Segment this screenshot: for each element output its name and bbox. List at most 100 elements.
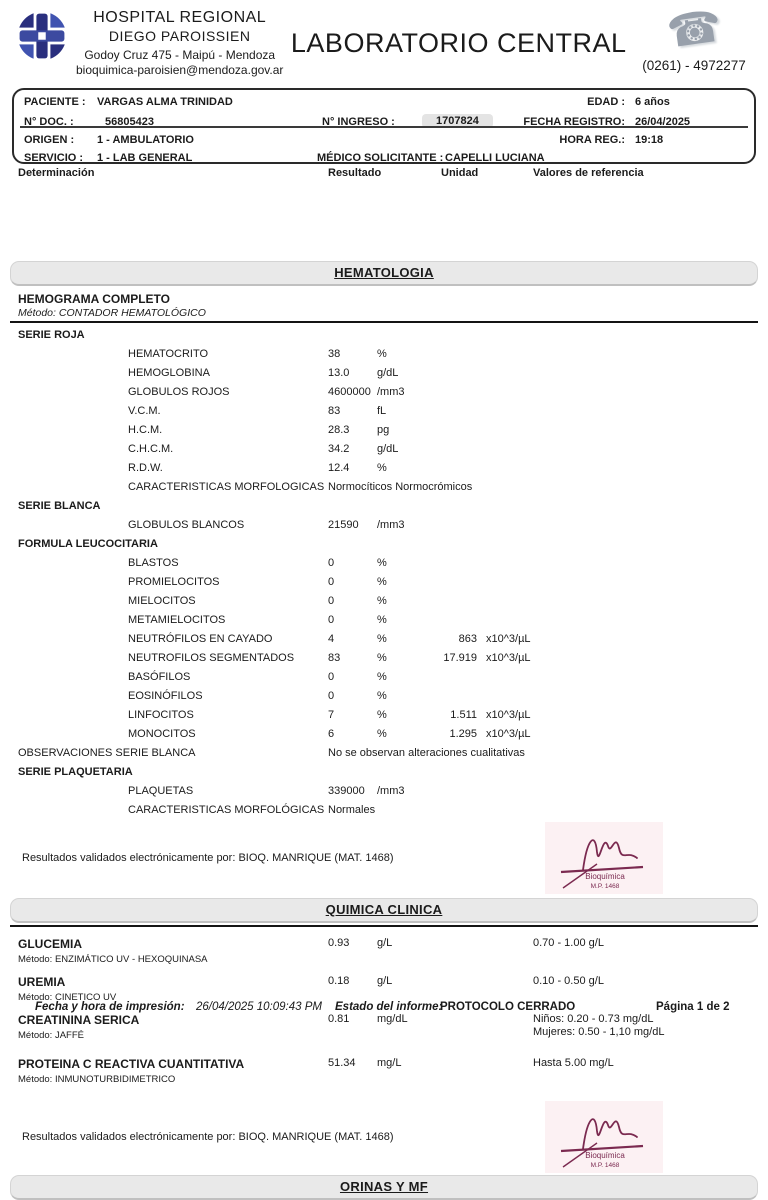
absolute-count: 1.295 x10^3/µL xyxy=(449,727,531,740)
result-unit: mg/L xyxy=(377,1056,402,1069)
physician-label: MÉDICO SOLICITANTE : xyxy=(317,152,444,164)
analyte-name: METAMIELOCITOS xyxy=(128,613,226,626)
patient-info-box: PACIENTE : VARGAS ALMA TRINIDAD EDAD : 6… xyxy=(12,88,756,164)
table-row: BLASTOS 0 % xyxy=(0,554,768,573)
result-value: 13.0 xyxy=(328,366,350,379)
result-value: 0.18 xyxy=(328,974,350,987)
patient-name: VARGAS ALMA TRINIDAD xyxy=(97,96,233,108)
table-row: H.C.M. 28.3 pg xyxy=(0,421,768,440)
result-value: 83 xyxy=(328,651,341,664)
table-row: HEMATOCRITO 38 % xyxy=(0,345,768,364)
result-value: 0 xyxy=(328,689,335,702)
analyte-name: PROMIELOCITOS xyxy=(128,575,220,588)
reference-range: Hasta 5.00 mg/L xyxy=(533,1056,614,1069)
group-row: SERIE ROJA xyxy=(0,326,768,345)
result-value: 34.2 xyxy=(328,442,350,455)
absolute-count: 17.919 x10^3/µL xyxy=(443,651,531,664)
analyte-name: OBSERVACIONES SERIE BLANCA xyxy=(18,746,196,759)
col-unidad: Unidad xyxy=(441,167,479,179)
result-value: 28.3 xyxy=(328,423,350,436)
admission-number: 1707824 xyxy=(422,114,493,128)
table-row: PROMIELOCITOS 0 % xyxy=(0,573,768,592)
origin-label: ORIGEN : xyxy=(24,134,75,146)
result-value: 339000 xyxy=(328,784,365,797)
table-row: BASÓFILOS 0 % xyxy=(0,668,768,687)
table-row: CARACTERISTICAS MORFOLÓGICAS Normales xyxy=(0,801,768,820)
group-label: SERIE BLANCA xyxy=(18,499,101,512)
hospital-email: bioquimica-paroisien@mendoza.gov.ar xyxy=(76,62,284,77)
result-value: 7 xyxy=(328,708,335,721)
admission-label: N° INGRESO : xyxy=(322,116,395,128)
origin-value: 1 - AMBULATORIO xyxy=(97,134,194,146)
analyte-name: R.D.W. xyxy=(128,461,163,474)
validation-block: Resultados validados electrónicamente po… xyxy=(0,1091,768,1175)
patient-label: PACIENTE : xyxy=(24,96,86,108)
table-row: C.H.C.M. 34.2 g/dL xyxy=(0,440,768,459)
method-note: Método: INMUNOTURBIDIMETRICO xyxy=(18,1073,176,1085)
result-value: 4600000 xyxy=(328,385,371,398)
result-unit: g/L xyxy=(377,974,393,987)
table-row: GLOBULOS BLANCOS 21590 /mm3 xyxy=(0,516,768,535)
registry-time-label: HORA REG.: xyxy=(559,134,625,146)
table-row: PROTEINA C REACTIVA CUANTITATIVA Método:… xyxy=(0,1057,768,1085)
table-row: GLUCEMIA Método: ENZIMÁTICO UV - HEXOQUI… xyxy=(0,937,768,965)
result-unit: mg/dL xyxy=(377,1012,408,1025)
col-referencia: Valores de referencia xyxy=(533,167,644,179)
page-title: LABORATORIO CENTRAL xyxy=(290,28,627,58)
analyte-name: V.C.M. xyxy=(128,404,161,417)
print-datetime-value: 26/04/2025 10:09:43 PM xyxy=(196,1001,322,1013)
method-note: Método: CINETICO UV xyxy=(18,991,117,1003)
service-label: SERVICIO : xyxy=(24,152,84,164)
result-unit: fL xyxy=(377,404,387,417)
table-row: R.D.W. 12.4 % xyxy=(0,459,768,478)
panel-title: HEMOGRAMA COMPLETO xyxy=(18,291,170,306)
analyte-name: NEUTROFILOS SEGMENTADOS xyxy=(128,651,295,664)
table-row: EOSINÓFILOS 0 % xyxy=(0,687,768,706)
physician-name: CAPELLI LUCIANA xyxy=(445,152,545,164)
result-value: 38 xyxy=(328,347,341,360)
method-note: Método: ENZIMÁTICO UV - HEXOQUINASA xyxy=(18,953,208,965)
signature-stamp: Bioquímica M.P. 1468 xyxy=(545,821,663,894)
result-value: 0 xyxy=(328,575,335,588)
reference-range: 0.70 - 1.00 g/L xyxy=(533,936,604,949)
reference-range: 0.10 - 0.50 g/L xyxy=(533,974,604,987)
table-row: HEMOGLOBINA 13.0 g/dL xyxy=(0,364,768,383)
svg-text:Bioquímica: Bioquímica xyxy=(585,872,625,881)
analyte-name: MIELOCITOS xyxy=(128,594,196,607)
group-row: FORMULA LEUCOCITARIA xyxy=(0,535,768,554)
result-value: 0.81 xyxy=(328,1012,350,1025)
result-value: Normocíticos Normocrómicos xyxy=(328,480,473,493)
analyte-name: GLOBULOS ROJOS xyxy=(128,385,230,398)
table-row: OBSERVACIONES SERIE BLANCA No se observa… xyxy=(0,744,768,763)
table-row: NEUTROFILOS SEGMENTADOS 83 % 17.919 x10^3… xyxy=(0,649,768,668)
result-unit: % xyxy=(377,689,387,702)
analyte-name: PROTEINA C REACTIVA CUANTITATIVA xyxy=(18,1056,245,1071)
result-value: 0.93 xyxy=(328,936,350,949)
result-unit: % xyxy=(377,575,387,588)
rule xyxy=(10,924,758,927)
group-label: SERIE PLAQUETARIA xyxy=(18,765,133,778)
result-value: 0 xyxy=(328,556,335,569)
group-row: SERIE PLAQUETARIA xyxy=(0,763,768,782)
result-value: 21590 xyxy=(328,518,359,531)
analyte-name: UREMIA xyxy=(18,974,66,989)
analyte-name: HEMOGLOBINA xyxy=(128,366,210,379)
analyte-name: H.C.M. xyxy=(128,423,163,436)
table-row: MIELOCITOS 0 % xyxy=(0,592,768,611)
table-row: GLOBULOS ROJOS 4600000 /mm3 xyxy=(0,383,768,402)
section-title: ORINAS Y MF xyxy=(339,1178,429,1194)
analyte-name: PLAQUETAS xyxy=(128,784,194,797)
result-unit: % xyxy=(377,556,387,569)
report-footer: Fecha y hora de impresión: 26/04/2025 10… xyxy=(0,1001,768,1017)
result-unit: % xyxy=(377,461,387,474)
section-band-hematologia: HEMATOLOGIA xyxy=(10,260,758,286)
result-unit: % xyxy=(377,594,387,607)
age-value: 6 años xyxy=(635,96,670,108)
hospital-name-line1: HOSPITAL REGIONAL xyxy=(93,9,267,26)
validated-by-text: Resultados validados electrónicamente po… xyxy=(22,851,394,864)
result-unit: /mm3 xyxy=(377,784,405,797)
section-band-quimica: QUIMICA CLINICA xyxy=(10,897,758,923)
analyte-name: HEMATOCRITO xyxy=(128,347,209,360)
analyte-name: CARACTERISTICAS MORFOLÓGICAS xyxy=(128,803,325,816)
hospital-name-line2: DIEGO PAROISSIEN xyxy=(108,28,251,44)
